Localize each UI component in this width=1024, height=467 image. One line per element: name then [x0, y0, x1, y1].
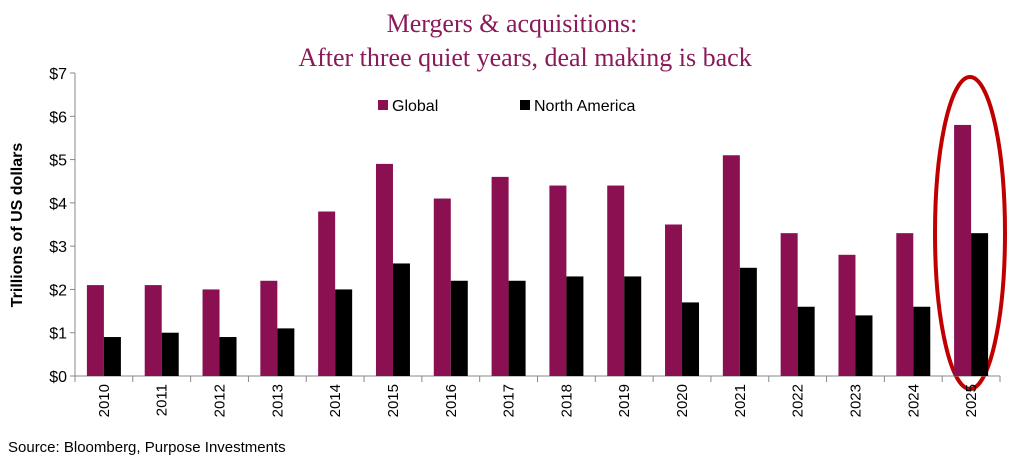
bar [260, 280, 278, 376]
y-tick-label: $4 [49, 196, 67, 213]
y-tick-label: $3 [49, 239, 67, 256]
x-tick-label: 2025 [963, 384, 980, 417]
x-tick-label: 2019 [616, 384, 633, 417]
bar [86, 285, 104, 376]
bar [971, 233, 989, 376]
y-axis-label: Trillions of US dollars [9, 143, 26, 308]
x-tick-label: 2023 [847, 384, 864, 417]
x-tick-label: 2014 [327, 384, 344, 417]
x-tick-label: 2013 [269, 384, 286, 417]
bar [566, 276, 584, 376]
bar [335, 289, 353, 376]
bar [277, 328, 295, 376]
bar [161, 332, 179, 376]
bar [607, 185, 625, 376]
bar [392, 263, 410, 376]
x-tick-label: 2017 [501, 384, 518, 417]
x-tick-label: 2016 [443, 384, 460, 417]
bar [855, 315, 873, 376]
bar [144, 285, 162, 376]
x-tick-label: 2020 [674, 384, 691, 417]
y-tick-label: $0 [49, 369, 67, 386]
bar [665, 224, 683, 376]
x-tick-label: 2022 [790, 384, 807, 417]
bar [954, 124, 972, 376]
bar [433, 198, 451, 376]
highlight-ellipse [933, 75, 1007, 391]
bar [838, 254, 856, 376]
legend-swatch [520, 100, 530, 110]
x-tick-label: 2018 [558, 384, 575, 417]
bar [722, 155, 740, 376]
bar [219, 337, 237, 376]
bar [797, 306, 815, 376]
y-tick-label: $1 [49, 326, 67, 343]
bar [375, 163, 393, 376]
bar [913, 306, 931, 376]
legend-label: Global [392, 98, 438, 115]
bar [549, 185, 567, 376]
bar [780, 233, 798, 376]
legend-label: North America [534, 98, 635, 115]
x-tick-label: 2015 [385, 384, 402, 417]
source-note: Source: Bloomberg, Purpose Investments [8, 439, 286, 456]
y-tick-label: $7 [49, 66, 67, 83]
legend-swatch [378, 100, 388, 110]
x-tick-label: 2011 [154, 384, 171, 416]
bar [896, 233, 914, 376]
bar [508, 280, 526, 376]
y-tick-label: $6 [49, 109, 67, 126]
y-tick-label: $5 [49, 153, 67, 170]
x-tick-label: 2012 [212, 384, 229, 417]
chart-title: Mergers & acquisitions: [387, 9, 638, 38]
y-tick-label: $2 [49, 282, 67, 299]
x-tick-label: 2024 [905, 384, 922, 417]
bar [682, 302, 700, 376]
bar [202, 289, 220, 376]
bar [318, 211, 336, 376]
bar [624, 276, 642, 376]
bar [103, 337, 121, 376]
chart-subtitle: After three quiet years, deal making is … [298, 43, 751, 72]
x-tick-label: 2010 [96, 384, 113, 417]
bar [739, 267, 757, 376]
bar [491, 176, 509, 376]
bar [450, 280, 468, 376]
x-tick-label: 2021 [732, 384, 749, 417]
